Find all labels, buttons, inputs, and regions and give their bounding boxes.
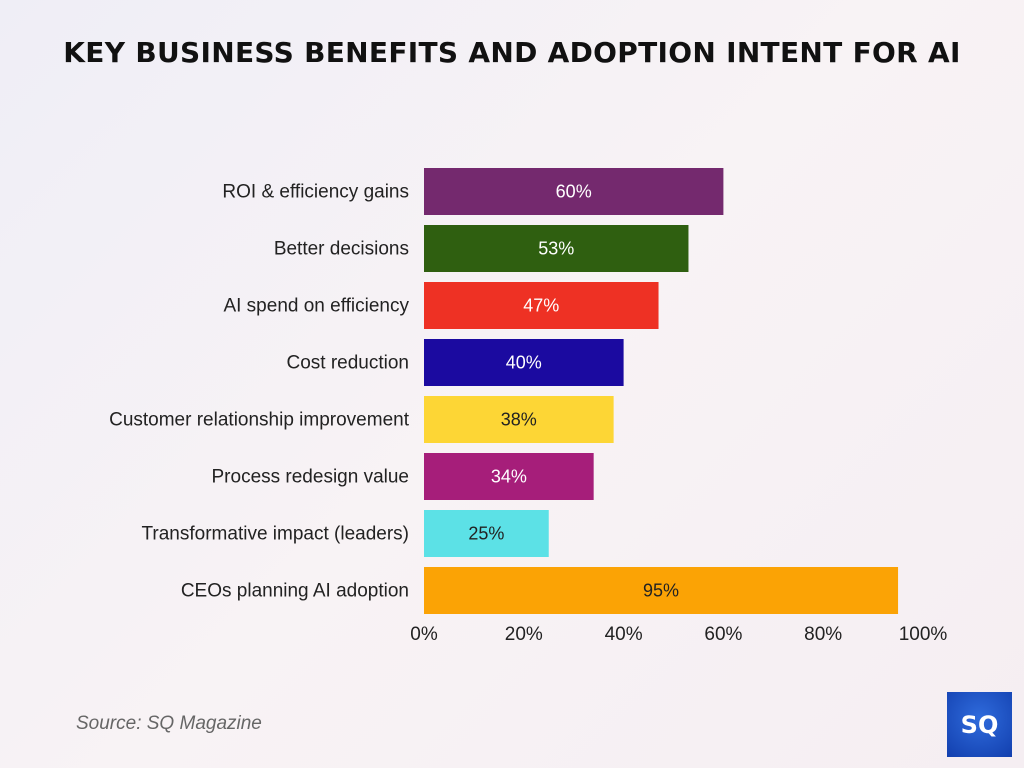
bar xyxy=(424,396,614,443)
x-tick-label: 20% xyxy=(505,624,543,645)
bar xyxy=(424,282,659,329)
data-label: 60% xyxy=(556,182,592,202)
x-tick-label: 80% xyxy=(804,624,842,645)
source-note: Source: SQ Magazine xyxy=(76,713,262,734)
bar xyxy=(424,453,594,500)
data-label: 34% xyxy=(491,467,527,487)
data-label: 95% xyxy=(643,581,679,601)
x-tick-label: 100% xyxy=(899,624,948,645)
data-label: 53% xyxy=(538,239,574,259)
category-label: ROI & efficiency gains xyxy=(222,182,409,203)
data-label: 25% xyxy=(468,524,504,544)
data-label: 47% xyxy=(523,296,559,316)
category-label: Transformative impact (leaders) xyxy=(142,524,409,545)
category-label: Customer relationship improvement xyxy=(109,410,410,431)
x-tick-label: 40% xyxy=(605,624,643,645)
bar xyxy=(424,567,899,614)
category-label: AI spend on efficiency xyxy=(223,296,409,317)
x-tick-label: 0% xyxy=(410,624,438,645)
x-tick-label: 60% xyxy=(704,624,742,645)
bar xyxy=(424,339,624,386)
category-label: CEOs planning AI adoption xyxy=(181,581,409,602)
logo-text: SQ xyxy=(960,710,999,739)
bar xyxy=(424,168,724,215)
category-label: Process redesign value xyxy=(212,467,410,488)
sq-logo: SQ xyxy=(947,692,1012,757)
category-label: Better decisions xyxy=(274,239,409,260)
category-label: Cost reduction xyxy=(286,353,409,374)
data-label: 38% xyxy=(501,410,537,430)
bar xyxy=(424,510,549,557)
data-label: 40% xyxy=(506,353,542,373)
bar xyxy=(424,225,689,272)
chart-title: KEY BUSINESS BENEFITS AND ADOPTION INTEN… xyxy=(63,36,961,69)
